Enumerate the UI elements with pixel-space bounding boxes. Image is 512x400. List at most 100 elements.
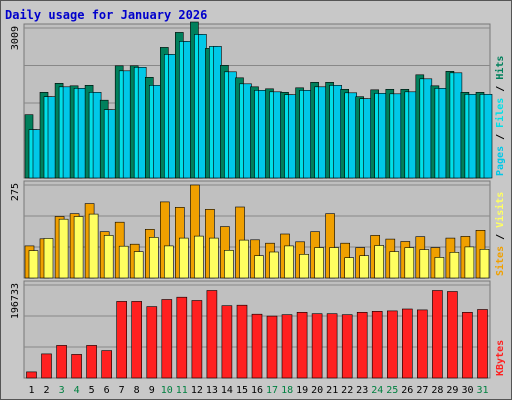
bar-sites-day-9 [149, 237, 159, 279]
x-tick-label: 18 [281, 385, 293, 396]
bar-kbytes-day-14 [221, 305, 233, 379]
bar-kbytes-day-22 [341, 314, 353, 379]
bar-kbytes-day-25 [386, 310, 398, 379]
axis-label-sites: Sites [494, 246, 506, 276]
axis-label-separator: / [495, 128, 506, 146]
bar-sites-day-31 [479, 249, 490, 279]
bar-kbytes-day-6 [101, 350, 112, 379]
bar-sites-day-14 [224, 250, 234, 279]
bar-kbytes-day-18 [281, 314, 293, 379]
bar-sites-day-28 [434, 257, 445, 279]
bar-kbytes-day-13 [206, 290, 218, 379]
x-tick-label: 22 [341, 385, 353, 396]
bar-sites-day-21 [329, 247, 339, 279]
bar-kbytes-day-31 [477, 309, 488, 379]
bar-sites-day-3 [58, 218, 69, 279]
bar-sites-day-18 [284, 245, 294, 279]
bar-kbytes-day-8 [131, 301, 142, 379]
bar-kbytes-day-26 [401, 308, 413, 379]
bar-sites-day-26 [404, 247, 415, 279]
bar-sites-day-22 [344, 257, 355, 279]
x-tick-label: 25 [386, 385, 398, 396]
x-tick-label: 10 [161, 385, 173, 396]
x-tick-label: 15 [236, 385, 248, 396]
x-tick-label: 3 [59, 385, 65, 396]
x-tick-label: 27 [416, 385, 428, 396]
x-tick-label: 24 [371, 385, 383, 396]
bar-sites-day-29 [449, 252, 460, 279]
x-tick-label: 20 [311, 385, 323, 396]
ymax-label: 3009 [10, 26, 21, 50]
bar-sites-day-5 [88, 213, 99, 279]
x-tick-label: 31 [476, 385, 488, 396]
bar-sites-day-13 [209, 237, 219, 279]
x-tick-label: 23 [356, 385, 368, 396]
x-tick-label: 17 [266, 385, 278, 396]
x-tick-label: 5 [89, 385, 95, 396]
bar-sites-day-11 [179, 237, 189, 279]
x-tick-label: 16 [251, 385, 263, 396]
bar-sites-day-7 [118, 245, 129, 279]
bar-kbytes-day-4 [71, 354, 82, 379]
bar-kbytes-day-10 [161, 299, 173, 379]
x-tick-label: 7 [119, 385, 125, 396]
bar-sites-day-8 [133, 251, 144, 279]
bar-kbytes-day-11 [176, 296, 188, 379]
axis-label-kbytes: KBytes [495, 340, 506, 376]
bar-kbytes-day-9 [146, 306, 158, 379]
bar-kbytes-day-24 [371, 310, 383, 379]
x-tick-label: 28 [431, 385, 443, 396]
bar-kbytes-day-30 [462, 311, 473, 379]
bar-sites-day-4 [73, 216, 84, 279]
axis-label-hits: Hits [494, 56, 506, 80]
chart-bars [24, 21, 493, 379]
series-axis-label: KBytes [495, 340, 506, 376]
axis-label-separator: / [495, 80, 506, 98]
bar-sites-day-16 [254, 255, 264, 279]
x-tick-label: 21 [326, 385, 338, 396]
bar-kbytes-day-16 [251, 313, 263, 379]
axis-label-files: Files [494, 98, 506, 128]
bar-sites-day-17 [269, 251, 279, 279]
bar-kbytes-day-5 [86, 345, 97, 379]
bar-sites-day-20 [314, 247, 324, 279]
axis-label-pages: Pages [495, 146, 506, 176]
bar-kbytes-day-3 [56, 345, 67, 379]
x-tick-label: 6 [104, 385, 110, 396]
bar-pages-day-18 [288, 94, 297, 179]
axis-label-visits: Visits [494, 192, 506, 228]
bar-kbytes-day-15 [236, 304, 248, 379]
bar-kbytes-day-7 [116, 301, 127, 379]
x-tick-label: 19 [296, 385, 308, 396]
bar-kbytes-day-20 [311, 313, 323, 379]
bar-kbytes-day-17 [266, 315, 278, 379]
x-tick-label: 1 [28, 385, 34, 396]
bar-kbytes-day-23 [356, 311, 368, 379]
bar-pages-day-30 [468, 94, 478, 179]
bar-kbytes-day-2 [41, 353, 52, 379]
x-tick-label: 12 [191, 385, 203, 396]
axis-label-separator: / [495, 228, 506, 246]
bar-sites-day-27 [419, 249, 430, 279]
x-tick-label: 29 [446, 385, 458, 396]
bar-sites-day-1 [28, 250, 39, 279]
bar-pages-day-27 [423, 78, 433, 179]
bar-sites-day-19 [299, 254, 309, 279]
bar-kbytes-day-21 [326, 313, 338, 379]
x-tick-label: 14 [221, 385, 233, 396]
bar-sites-day-6 [103, 235, 114, 279]
bar-kbytes-day-28 [432, 290, 443, 379]
bar-kbytes-day-12 [191, 300, 203, 379]
bar-kbytes-day-19 [296, 311, 308, 379]
series-axis-label: Pages / Files / Hits [494, 56, 506, 176]
ymax-label: 275 [10, 183, 21, 201]
x-tick-label: 9 [149, 385, 155, 396]
bar-sites-day-2 [43, 238, 54, 279]
bar-sites-day-30 [464, 246, 475, 279]
bar-sites-day-12 [194, 235, 204, 279]
series-axis-label: Sites / Visits [494, 192, 506, 276]
x-tick-label: 4 [74, 385, 80, 396]
x-tick-label: 26 [401, 385, 413, 396]
bar-kbytes-day-27 [416, 309, 428, 379]
